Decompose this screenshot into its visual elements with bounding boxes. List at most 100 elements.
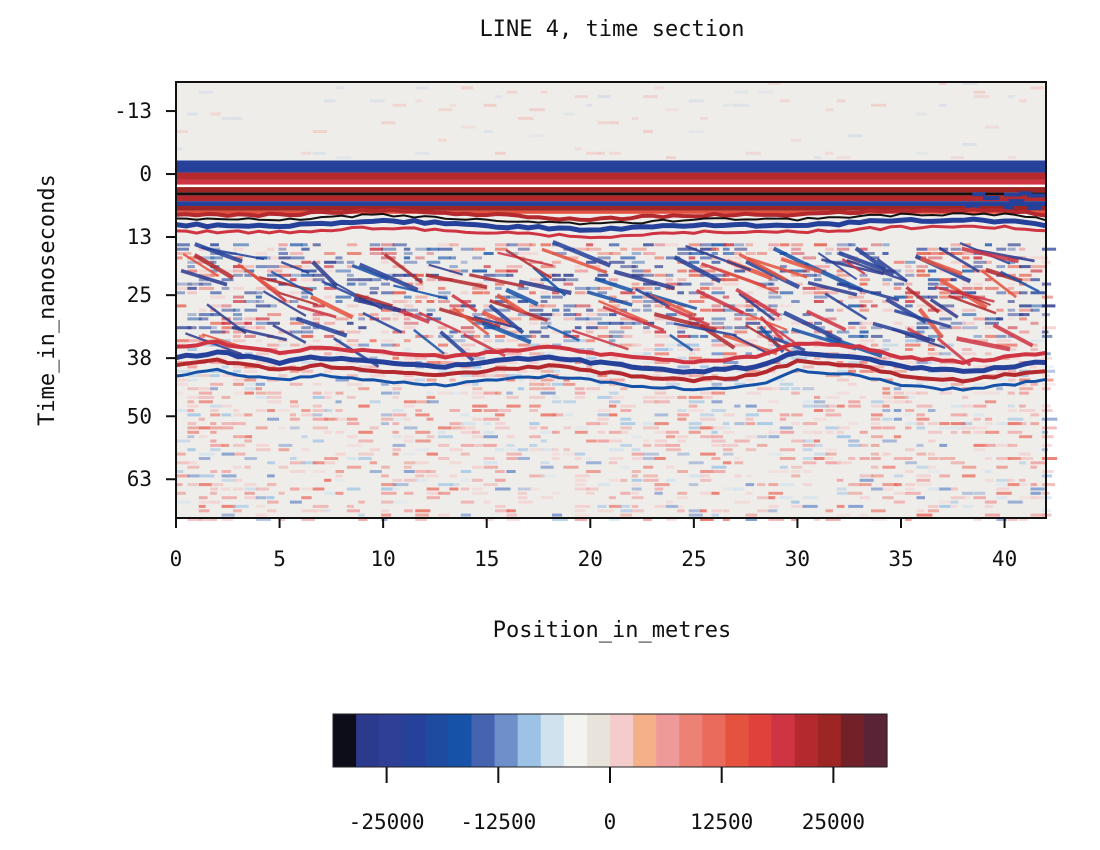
noise-speckle [654,334,669,338]
noise-speckle [198,256,215,260]
noise-speckle [654,400,670,404]
noise-speckle [791,321,806,325]
noise-speckle [768,483,779,487]
surface-band-stripe [176,187,1046,193]
noise-speckle [711,343,727,347]
noise-speckle [529,361,539,364]
noise-speckle [381,252,397,255]
noise-speckle [324,260,337,264]
noise-speckle [176,147,183,151]
noise-speckle [529,291,536,295]
noise-speckle [495,151,506,155]
dipping-event [807,281,858,297]
noise-speckle [1030,422,1039,426]
noise-speckle [654,256,665,260]
noise-speckle [711,317,726,321]
noise-speckle [255,409,266,412]
noise-speckle [1007,291,1021,295]
noise-speckle [677,509,685,513]
noise-speckle [984,417,993,421]
noise-speckle [608,430,623,434]
noise-speckle [734,487,745,491]
noise-speckle [768,518,785,521]
noise-speckle [871,435,883,439]
noise-speckle [791,465,803,469]
noise-speckle [859,478,874,482]
noise-speckle [973,95,990,99]
noise-speckle [540,243,552,247]
noise-speckle [688,273,705,277]
noise-speckle [335,417,348,421]
noise-speckle [631,286,644,290]
noise-speckle [700,282,714,286]
noise-speckle [973,90,986,94]
noise-speckle [859,430,868,434]
noise-speckle [187,483,199,487]
noise-speckle [198,326,212,330]
noise-speckle [836,99,846,103]
noise-speckle [369,461,377,465]
noise-speckle [210,112,221,116]
noise-speckle [233,269,249,273]
x-tick-label: 15 [474,547,499,571]
noise-speckle [552,413,563,417]
noise-speckle [312,382,322,386]
noise-speckle [552,291,560,295]
noise-speckle [301,278,317,282]
noise-speckle [187,326,197,330]
noise-speckle [882,243,890,247]
noise-speckle [700,509,707,513]
noise-speckle [882,348,890,351]
noise-speckle [392,391,400,395]
noise-speckle [802,256,816,260]
noise-speckle [734,369,750,373]
noise-speckle [893,409,902,412]
noise-speckle [654,343,665,347]
noise-speckle [950,413,967,417]
noise-speckle [700,413,715,417]
noise-speckle [939,313,952,317]
noise-speckle [665,448,681,452]
noise-speckle [916,404,933,408]
noise-speckle [745,435,757,439]
noise-speckle [438,426,451,430]
noise-speckle [939,304,955,308]
noise-speckle [233,116,243,120]
noise-speckle [472,443,486,447]
noise-speckle [358,452,374,456]
noise-speckle [358,343,370,347]
noise-speckle [973,430,985,434]
noise-speckle [882,452,891,456]
noise-speckle [859,300,873,303]
noise-speckle [745,422,756,426]
noise-speckle [643,95,658,99]
noise-speckle [312,391,322,395]
dipping-event [274,290,319,306]
noise-speckle [369,99,385,103]
noise-speckle [1030,321,1039,325]
noise-speckle [460,413,469,417]
noise-speckle [312,417,329,421]
noise-speckle [346,504,354,508]
noise-speckle [825,461,841,465]
noise-speckle [984,321,999,325]
noise-speckle [506,243,518,247]
noise-speckle [1019,304,1032,308]
noise-speckle [346,278,359,282]
noise-speckle [312,413,323,417]
noise-speckle [574,286,591,290]
noise-speckle [1019,391,1029,395]
noise-speckle [927,334,944,338]
noise-speckle [506,509,516,513]
noise-speckle [654,413,669,417]
noise-speckle [1041,382,1056,386]
noise-speckle [495,448,505,452]
noise-speckle [358,365,371,369]
noise-speckle [483,103,497,107]
noise-speckle [358,317,365,321]
noise-speckle [472,387,483,391]
noise-speckle [1007,422,1022,426]
noise-speckle [677,334,691,338]
noise-speckle [608,243,620,247]
noise-speckle [312,243,321,247]
